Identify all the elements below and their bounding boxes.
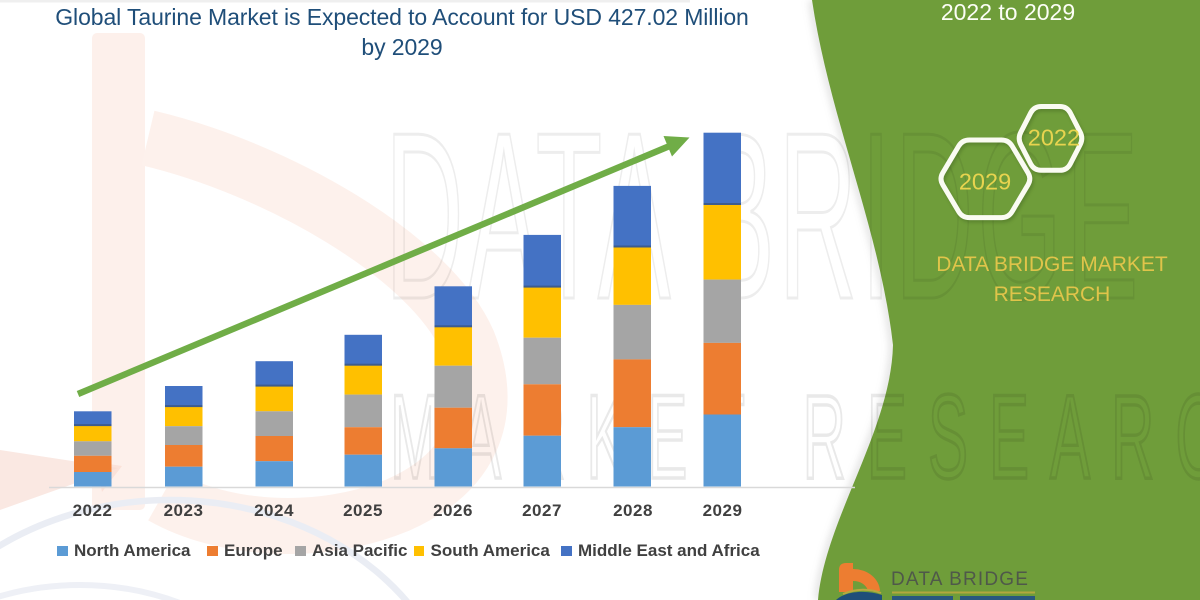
svg-text:2022: 2022 [1028,125,1080,151]
svg-text:2029: 2029 [959,169,1011,195]
